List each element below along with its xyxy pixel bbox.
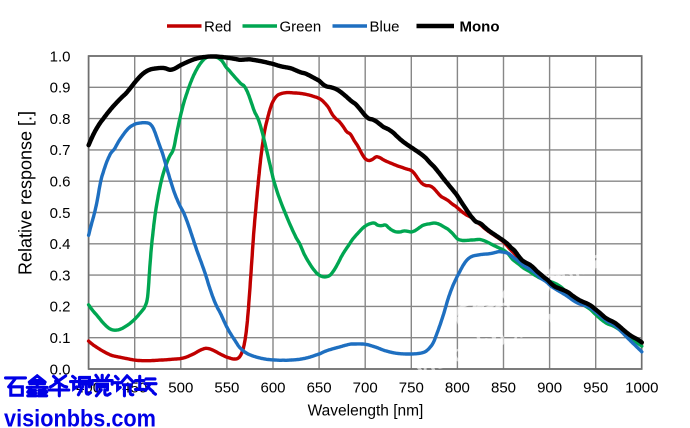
- svg-text:750: 750: [399, 380, 424, 397]
- svg-text:800: 800: [445, 380, 470, 397]
- svg-text:0.5: 0.5: [50, 205, 71, 222]
- svg-text:Mono: Mono: [460, 18, 500, 35]
- svg-text:900: 900: [537, 380, 562, 397]
- svg-text:550: 550: [214, 380, 239, 397]
- svg-text:1.0: 1.0: [50, 48, 71, 65]
- svg-text:Wavelength [nm]: Wavelength [nm]: [308, 403, 424, 420]
- svg-text:0.2: 0.2: [50, 299, 71, 316]
- svg-text:0.7: 0.7: [50, 142, 71, 159]
- svg-text:Blue: Blue: [370, 18, 400, 35]
- svg-text:0.9: 0.9: [50, 80, 71, 97]
- svg-text:700: 700: [353, 380, 378, 397]
- svg-text:850: 850: [491, 380, 516, 397]
- svg-text:0.3: 0.3: [50, 267, 71, 284]
- svg-text:0.6: 0.6: [50, 174, 71, 191]
- svg-text:0.0: 0.0: [50, 361, 71, 378]
- svg-text:600: 600: [260, 380, 285, 397]
- svg-text:500: 500: [168, 380, 193, 397]
- svg-text:950: 950: [583, 380, 608, 397]
- svg-text:Red: Red: [204, 18, 232, 35]
- svg-text:visionbbs.com: visionbbs.com: [4, 406, 156, 428]
- svg-text:650: 650: [307, 380, 332, 397]
- svg-text:Relative response [.]: Relative response [.]: [16, 111, 36, 275]
- svg-text:Green: Green: [280, 18, 322, 35]
- svg-text:0.4: 0.4: [50, 236, 71, 253]
- svg-text:1000: 1000: [625, 380, 658, 397]
- svg-text:0.1: 0.1: [50, 330, 71, 347]
- svg-text:0.8: 0.8: [50, 111, 71, 128]
